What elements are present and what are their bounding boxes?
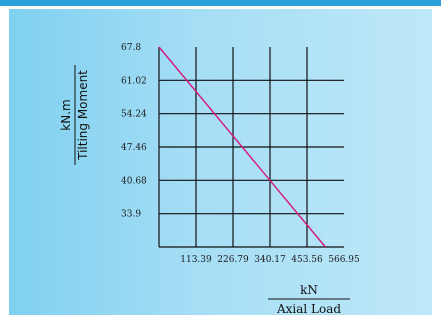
x-tick-label-0: 113.39: [180, 255, 212, 265]
x-axis-unit: kN: [300, 283, 318, 297]
y-tick-label-3: 47.46: [121, 143, 147, 153]
x-tick-label-3: 453.56: [291, 255, 323, 265]
chart-series: [158, 46, 326, 248]
y-tick-label-4: 40.68: [121, 176, 147, 186]
y-axis-title: kN.m Tilting Moment: [59, 65, 90, 165]
y-axis-unit: kN.m: [59, 99, 73, 130]
x-tick-label-4: 566.95: [328, 255, 360, 265]
y-tick-label-5: 33.9: [121, 210, 141, 220]
chart-grid: [158, 47, 344, 248]
y-axis-label: Tilting Moment: [76, 70, 90, 161]
x-tick-label-2: 340.17: [254, 255, 286, 265]
y-tick-label-2: 54.24: [121, 110, 147, 120]
y-tick-labels: 67.8 61.02 54.24 47.46 40.68 33.9: [121, 43, 147, 220]
y-tick-label-1: 61.02: [121, 76, 147, 86]
y-tick-label-0: 67.8: [121, 43, 141, 53]
x-axis-title: kN Axial Load: [268, 283, 350, 316]
series-line-0: [158, 46, 326, 248]
x-tick-labels: 113.39 226.79 340.17 453.56 566.95: [180, 255, 360, 265]
top-bar: [0, 0, 441, 6]
x-tick-label-1: 226.79: [217, 255, 249, 265]
chart-panel: [9, 9, 432, 315]
x-axis-label: Axial Load: [276, 302, 341, 316]
